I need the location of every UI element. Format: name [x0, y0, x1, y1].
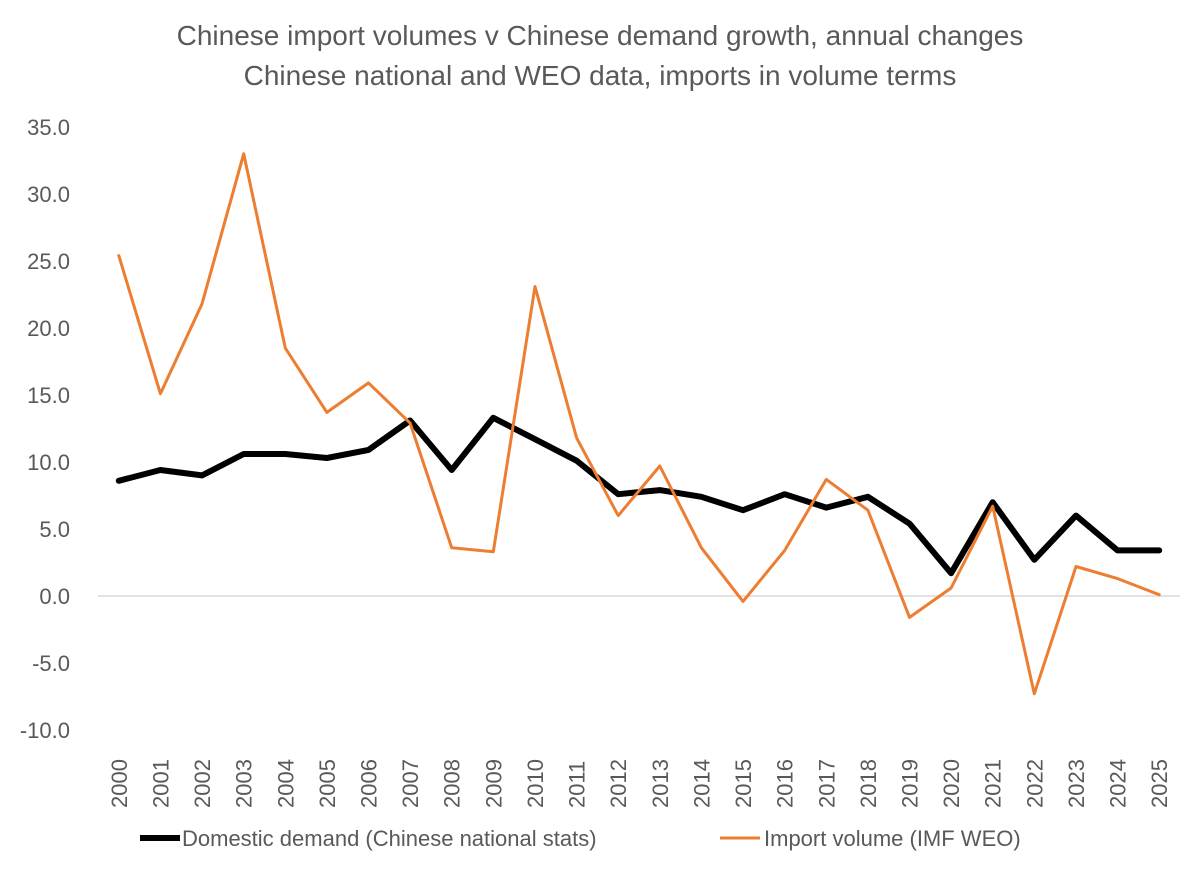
- y-axis-ticks: 35.0 30.0 25.0 20.0 15.0 10.0 5.0 0.0 -5.0 -10.0: [20, 115, 70, 743]
- x-tick-label: 2015: [731, 759, 756, 808]
- x-tick-label: 2021: [981, 759, 1006, 808]
- x-tick-label: 2013: [648, 759, 673, 808]
- chart-title: Chinese import volumes v Chinese demand …: [176, 20, 1024, 51]
- x-tick-label: 2011: [565, 761, 590, 808]
- x-tick-label: 2000: [107, 759, 132, 808]
- x-tick-label: 2020: [939, 759, 964, 808]
- legend-label-import-volume: Import volume (IMF WEO): [764, 826, 1021, 851]
- legend-label-domestic-demand: Domestic demand (Chinese national stats): [182, 826, 597, 851]
- x-tick-label: 2002: [190, 759, 215, 808]
- x-tick-label: 2003: [232, 759, 257, 808]
- x-tick-label: 2016: [773, 759, 798, 808]
- x-tick-label: 2022: [1022, 759, 1047, 808]
- y-tick-label: 15.0: [27, 383, 70, 408]
- x-tick-label: 2018: [856, 759, 881, 808]
- x-tick-label: 2005: [315, 759, 340, 808]
- y-tick-label: 10.0: [27, 450, 70, 475]
- series-1: [117, 152, 1161, 696]
- x-tick-label: 2012: [606, 759, 631, 808]
- import-volume-line: [117, 152, 1161, 696]
- chart-subtitle: Chinese national and WEO data, imports i…: [243, 60, 957, 91]
- x-tick-label: 2004: [273, 759, 298, 808]
- y-tick-label: 0.0: [39, 584, 70, 609]
- x-tick-label: 2006: [357, 759, 382, 808]
- x-tick-label: 2017: [814, 759, 839, 808]
- y-tick-label: 30.0: [27, 182, 70, 207]
- y-tick-label: 20.0: [27, 316, 70, 341]
- series-layer: [115, 152, 1163, 696]
- x-tick-label: 2024: [1106, 759, 1131, 808]
- y-tick-label: 25.0: [27, 249, 70, 274]
- y-tick-label: -10.0: [20, 718, 70, 743]
- x-tick-label: 2010: [523, 759, 548, 808]
- y-tick-label: 35.0: [27, 115, 70, 140]
- y-tick-label: 5.0: [39, 517, 70, 542]
- x-axis-ticks: 2000 2001 2002 2003 2004 2005 2006 2007 2008 2009…: [107, 759, 1172, 808]
- x-tick-label: 2009: [481, 759, 506, 808]
- x-tick-label: 2008: [440, 759, 465, 808]
- legend: Domestic demand (Chinese national stats)…: [140, 826, 1021, 851]
- x-tick-label: 2023: [1064, 759, 1089, 808]
- x-tick-label: 2007: [398, 759, 423, 808]
- x-tick-label: 2025: [1147, 759, 1172, 808]
- x-tick-label: 2019: [898, 759, 923, 808]
- x-tick-label: 2001: [148, 759, 173, 808]
- x-tick-label: 2014: [689, 759, 714, 808]
- y-tick-label: -5.0: [32, 651, 70, 676]
